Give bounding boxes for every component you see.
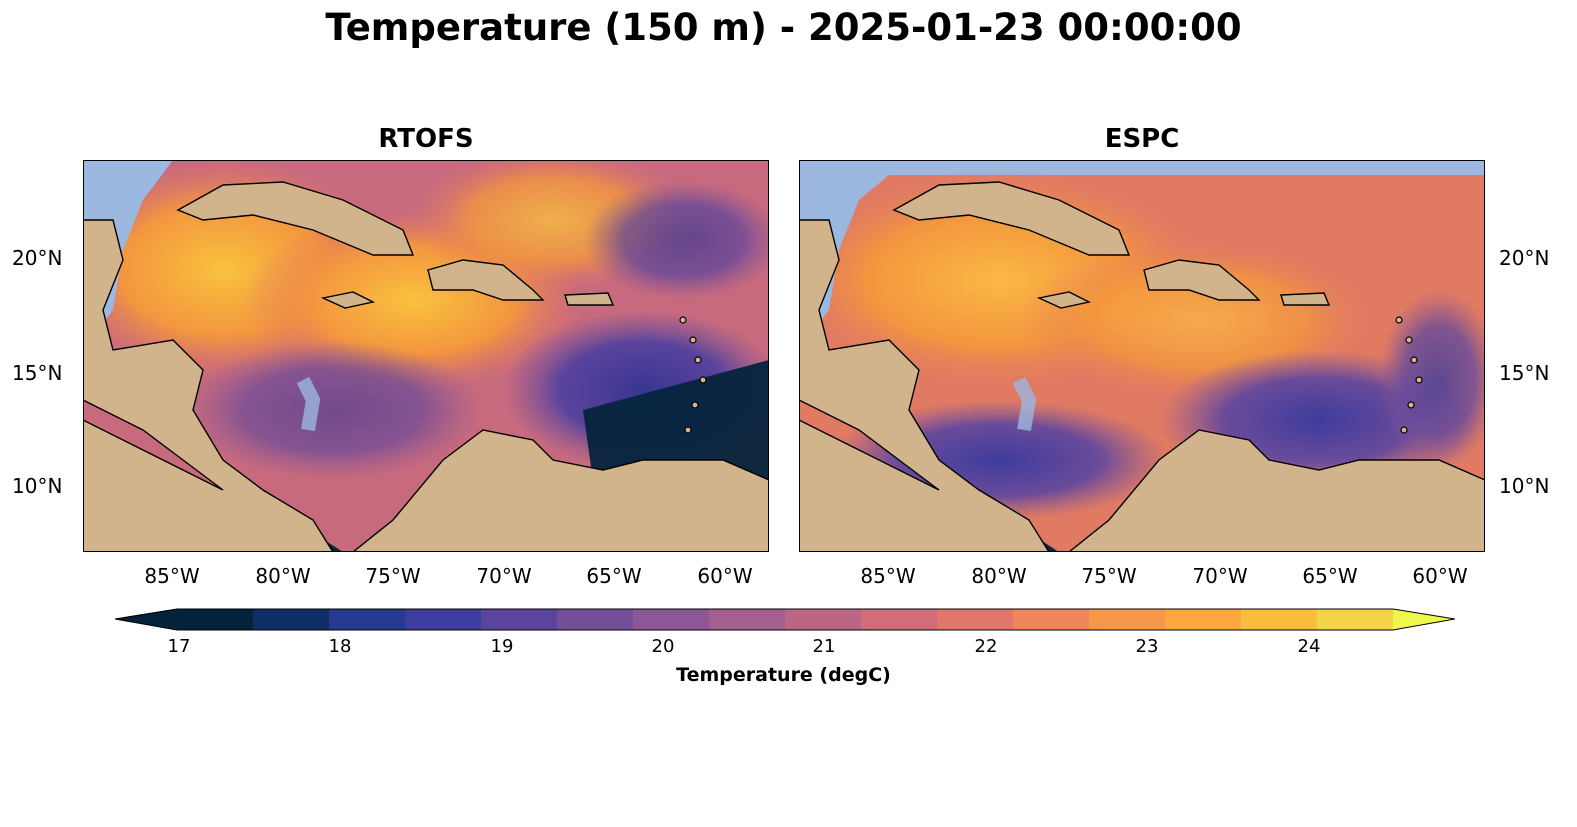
colorbar-label: Temperature (degC): [676, 664, 891, 686]
colorbar-segment: [633, 609, 710, 630]
panel-title-espc: ESPC: [1104, 124, 1180, 154]
colorbar-tick-23: 23: [1135, 636, 1159, 657]
lon-label-75w-left: 75°W: [365, 564, 421, 588]
colorbar-segment: [709, 609, 786, 630]
lat-label-10n-right: 10°N: [1499, 474, 1550, 498]
lon-label-60w-left: 60°W: [697, 564, 753, 588]
colorbar-tick-21: 21: [812, 636, 836, 657]
lon-label-85w-left: 85°W: [144, 564, 200, 588]
colorbar-tick-17: 17: [167, 636, 191, 657]
lon-label-80w-left: 80°W: [255, 564, 311, 588]
colorbar: [115, 608, 1455, 631]
colorbar-segment: [1317, 609, 1394, 630]
colorbar-segment: [861, 609, 938, 630]
colorbar-segment: [1241, 609, 1318, 630]
lon-label-60w-right: 60°W: [1412, 564, 1468, 588]
lat-label-10n-left: 10°N: [12, 474, 63, 498]
colorbar-segment: [253, 609, 330, 630]
colorbar-tick-19: 19: [490, 636, 514, 657]
colorbar-segment: [1089, 609, 1166, 630]
colorbar-segment: [557, 609, 634, 630]
figure-title: Temperature (150 m) - 2025-01-23 00:00:0…: [325, 6, 1242, 49]
colorbar-tick-20: 20: [651, 636, 675, 657]
colorbar-segment: [405, 609, 482, 630]
lat-label-15n-right: 15°N: [1499, 361, 1550, 385]
colorbar-under-arrow: [115, 609, 177, 630]
lon-label-70w-left: 70°W: [476, 564, 532, 588]
colorbar-segment: [1013, 609, 1090, 630]
colorbar-over-arrow: [1393, 609, 1455, 630]
colorbar-segment: [329, 609, 406, 630]
map-panel-espc[interactable]: [799, 160, 1485, 552]
colorbar-tick-18: 18: [328, 636, 352, 657]
colorbar-segment: [481, 609, 558, 630]
colorbar-segment: [937, 609, 1014, 630]
lon-label-65w-right: 65°W: [1302, 564, 1358, 588]
lat-label-20n-right: 20°N: [1499, 246, 1550, 270]
lon-label-80w-right: 80°W: [971, 564, 1027, 588]
panel-title-rtofs: RTOFS: [378, 124, 474, 154]
lon-label-65w-left: 65°W: [586, 564, 642, 588]
colorbar-tick-24: 24: [1297, 636, 1321, 657]
lon-label-70w-right: 70°W: [1192, 564, 1248, 588]
colorbar-segment: [785, 609, 862, 630]
colorbar-outline: [115, 608, 1455, 631]
colorbar-tick-22: 22: [974, 636, 998, 657]
map-panel-rtofs[interactable]: [83, 160, 769, 552]
lat-label-20n-left: 20°N: [12, 246, 63, 270]
lon-label-85w-right: 85°W: [860, 564, 916, 588]
colorbar-segment: [1165, 609, 1242, 630]
lon-label-75w-right: 75°W: [1081, 564, 1137, 588]
lat-label-15n-left: 15°N: [12, 361, 63, 385]
colorbar-segment: [177, 609, 254, 630]
